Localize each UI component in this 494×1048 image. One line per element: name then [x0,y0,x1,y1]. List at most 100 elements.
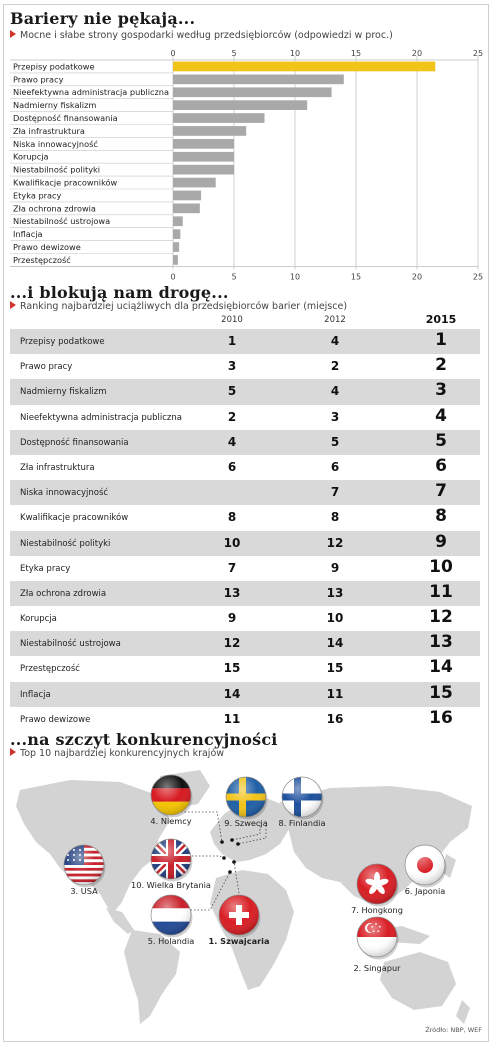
rank-2012: 6 [330,459,340,474]
map-subtitle: Top 10 najbardziej konkurencyjnych krajó… [10,748,224,759]
table-row: Prawo dewizowe 11 16 16 [10,707,480,732]
location-dot [222,856,226,860]
x-tick-label-bottom: 10 [290,272,300,281]
x-tick-label-bottom: 25 [473,272,483,281]
rank-2015: 6 [435,455,447,476]
rank-2015: 9 [435,531,447,552]
bar [173,74,344,85]
table-row: Prawo pracy 3 2 2 [10,354,480,379]
rank-2015: 16 [429,707,453,728]
ranking-header: 2010 2012 2015 [10,313,480,329]
ranking-title: ...i blokują nam drogę... [10,283,229,302]
category-label: Zła ochrona zdrowia [13,203,96,213]
category-label: Niestabilność polityki [13,165,100,175]
rank-2015: 1 [435,330,447,350]
bar [173,190,202,201]
rank-2010: 12 [223,636,241,651]
rank-2010: 2 [227,409,237,424]
continent-north-america [16,780,170,912]
table-row: Zła ochrona zdrowia 13 13 11 [10,580,480,607]
hongkong-flag-icon [356,863,399,907]
country-label: 8. Finlandia [279,818,326,828]
x-tick-label-top: 10 [290,49,300,58]
row-label: Niestabilność polityki [20,538,111,549]
bar [173,177,216,188]
rank-2010: 7 [227,560,237,575]
rank-2015: 15 [429,682,453,703]
continent-japan [442,854,456,878]
rank-2012: 4 [330,334,340,348]
country-label: 3. USA [70,886,98,896]
x-tick-label-top: 5 [231,49,236,58]
table-row: Etyka pracy 7 9 10 [10,556,480,581]
row-label: Inflacja [20,689,51,700]
bar [173,255,178,265]
table-row: Dostępność finansowania 4 5 5 [10,429,480,455]
rank-2015: 5 [435,430,447,451]
location-dot [220,840,224,844]
rank-2015: 3 [435,380,447,401]
bar [173,164,234,175]
location-dot [232,860,236,864]
continent-europe [210,798,292,862]
category-label: Dostępność finansowania [13,113,118,123]
subtitle-arrow-icon [10,748,16,756]
world-map: 4. Niemcy 9. Szwecja 8. Finlandia 3. USA 10.… [16,770,472,1024]
x-tick-label-top: 0 [170,49,175,58]
category-label: Niska innowacyjność [13,139,98,149]
row-label: Etyka pracy [20,563,71,574]
germany-flag-icon [150,774,193,818]
bar [173,87,332,98]
rank-2012: 2 [330,359,340,374]
rank-2015: 12 [429,607,453,628]
rank-2012: 11 [326,686,344,701]
rank-2012: 12 [326,535,344,550]
x-tick-label-bottom: 5 [231,272,236,281]
row-label: Przepisy podatkowe [20,337,105,347]
rank-2010: 1 [227,334,237,348]
row-label: Kwalifikacje pracowników [20,513,129,524]
rank-2010: 15 [223,661,241,676]
rank-2012: 4 [330,384,340,399]
row-label: Dostępność finansowania [20,437,129,448]
table-row: Niestabilność polityki 10 12 9 [10,530,480,556]
country-label: 9. Szwecja [224,818,267,828]
rank-2010: 11 [223,711,241,726]
rank-2012: 10 [326,611,344,626]
ranking-subtitle-text: Ranking najbardziej uciążliwych dla prze… [20,301,348,312]
ranking-subtitle: Ranking najbardziej uciążliwych dla prze… [10,301,347,312]
rank-2012: 13 [326,585,344,600]
switzerland-flag-icon [218,894,261,938]
rank-2015: 11 [429,581,453,602]
row-label: Prawo pracy [20,362,73,373]
table-row: Niska innowacyjność 7 7 [10,480,480,506]
bar-chart-subtitle: Mocne i słabe strony gospodarki według p… [10,30,393,41]
continent-australia [380,952,456,1010]
leader-line [192,855,225,859]
rank-2010: 13 [223,585,241,600]
infographic-frame [3,4,489,1042]
rank-2015: 2 [435,355,447,376]
bar-chart-title: Bariery nie pękają... [10,9,196,28]
country-label: 5. Holandia [148,936,195,946]
subtitle-arrow-icon [10,30,16,38]
rank-2010: 14 [223,686,241,701]
bar [173,242,180,252]
x-tick-label-bottom: 0 [170,272,175,281]
bar [173,126,247,136]
usa-flag-icon [63,844,106,888]
rank-2012: 14 [326,636,344,651]
bar-chart-subtitle-text: Mocne i słabe strony gospodarki według p… [20,30,393,41]
table-row: Nieefektywna administracja publiczna 2 3 4 [10,405,480,430]
category-label: Przepisy podatkowe [13,61,95,71]
leader-line [237,822,267,845]
ranking-body: Przepisy podatkowe 1 4 1 Prawo pracy 3 2 2 Nadmi… [10,329,480,732]
category-label: Prawo pracy [13,74,64,84]
rank-2015: 7 [435,481,447,502]
row-label: Korupcja [20,614,57,625]
row-label: Nieefektywna administracja publiczna [20,412,182,423]
rank-2010: 9 [227,611,237,626]
rank-2010: 8 [227,510,237,525]
rank-2012: 15 [326,661,344,676]
country-label: 4. Niemcy [150,816,191,826]
